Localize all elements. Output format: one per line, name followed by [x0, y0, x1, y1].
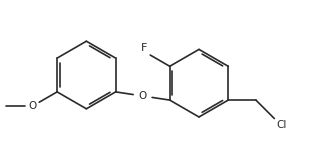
Text: O: O [139, 91, 147, 101]
Text: O: O [28, 101, 36, 111]
Text: Cl: Cl [276, 120, 287, 130]
Text: F: F [141, 43, 147, 53]
